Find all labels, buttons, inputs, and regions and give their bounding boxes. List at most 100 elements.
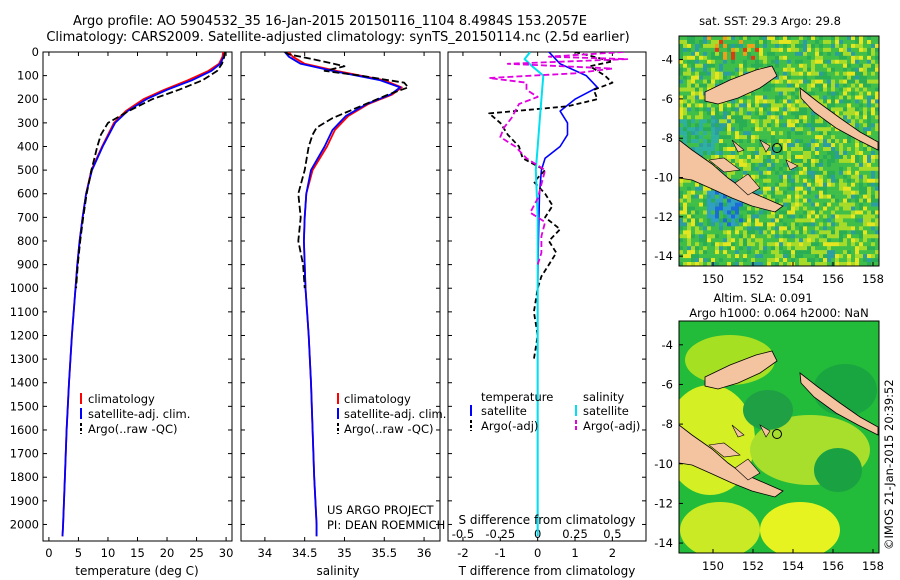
sst-cell bbox=[855, 47, 860, 53]
sst-cell bbox=[683, 258, 688, 263]
sst-cell bbox=[803, 170, 808, 176]
sst-cell bbox=[751, 59, 756, 65]
sst-cell bbox=[703, 123, 708, 128]
sst-cell bbox=[843, 250, 848, 255]
sst-cell bbox=[687, 238, 692, 243]
sst-cell bbox=[863, 123, 868, 128]
sst-cell bbox=[823, 158, 828, 164]
sst-cell bbox=[727, 115, 732, 120]
sst-cell bbox=[747, 242, 752, 247]
sst-cell bbox=[855, 190, 860, 195]
sst-cell bbox=[823, 154, 828, 160]
sst-cell bbox=[875, 127, 879, 132]
sst-cell bbox=[847, 95, 852, 100]
sst-cell bbox=[759, 226, 764, 231]
sst-cell bbox=[867, 43, 872, 49]
sst-cell bbox=[871, 71, 876, 76]
sst-cell bbox=[795, 178, 800, 184]
sst-cell bbox=[843, 254, 848, 259]
sst-cell bbox=[755, 226, 760, 231]
sst-cell bbox=[763, 99, 768, 104]
sst-cell bbox=[839, 254, 844, 259]
sst-cell bbox=[687, 262, 692, 266]
sst-cell bbox=[739, 238, 744, 243]
sst-cell bbox=[775, 230, 780, 235]
sst-cell bbox=[823, 218, 828, 223]
sst-cell bbox=[791, 63, 796, 69]
sst-cell bbox=[823, 63, 828, 69]
sst-cell bbox=[739, 170, 744, 176]
sst-cell bbox=[763, 59, 768, 65]
sst-cell bbox=[871, 234, 876, 239]
sst-cell bbox=[783, 67, 788, 72]
sst-cell bbox=[715, 75, 720, 80]
sst-cell bbox=[747, 115, 752, 120]
sst-cell bbox=[859, 79, 864, 84]
sst-cell bbox=[835, 238, 840, 243]
sst-cell bbox=[775, 234, 780, 239]
sst-cell bbox=[787, 47, 792, 53]
sst-cell bbox=[767, 135, 772, 140]
sst-cell bbox=[875, 103, 879, 108]
sst-cell bbox=[683, 99, 688, 104]
sst-cell bbox=[799, 139, 804, 144]
sst-cell bbox=[743, 119, 748, 124]
sst-cell bbox=[859, 214, 864, 219]
sst-cell bbox=[767, 95, 772, 100]
sst-cell bbox=[703, 135, 708, 140]
sst-cell bbox=[811, 206, 816, 211]
sst-cell bbox=[683, 71, 688, 76]
sst-cell bbox=[847, 190, 852, 195]
sst-cell bbox=[791, 119, 796, 124]
sst-cell bbox=[827, 258, 832, 263]
sst-cell bbox=[787, 95, 792, 100]
sst-cell bbox=[719, 198, 724, 203]
lon-tick-label: 150 bbox=[702, 559, 724, 573]
sst-cell bbox=[743, 59, 748, 65]
sst-cell bbox=[779, 71, 784, 76]
sst-cell bbox=[707, 250, 712, 255]
sst-cell bbox=[871, 127, 876, 132]
sst-cell bbox=[679, 91, 684, 96]
sst-cell bbox=[759, 51, 764, 57]
sst-cell bbox=[847, 198, 852, 203]
sst-cell bbox=[743, 218, 748, 223]
sst-cell bbox=[835, 83, 840, 88]
sst-cell bbox=[827, 123, 832, 128]
sst-cell bbox=[835, 182, 840, 187]
sst-cell bbox=[791, 123, 796, 128]
sst-cell bbox=[851, 194, 856, 199]
sst-cell bbox=[819, 36, 824, 41]
sst-cell bbox=[791, 95, 796, 100]
sst-cell bbox=[859, 103, 864, 108]
sst-cell bbox=[739, 143, 744, 148]
sst-cell bbox=[823, 194, 828, 199]
sst-cell bbox=[867, 67, 872, 72]
sst-cell bbox=[839, 218, 844, 223]
sst-cell bbox=[811, 154, 816, 160]
sst-cell bbox=[819, 131, 824, 136]
sst-cell bbox=[795, 123, 800, 128]
sst-cell bbox=[739, 59, 744, 65]
sst-cell bbox=[863, 202, 868, 207]
sst-cell bbox=[695, 43, 700, 49]
sst-cell bbox=[727, 151, 732, 156]
sla-map-panel: Altim. SLA: 0.091 Argo h1000: 0.064 h200… bbox=[654, 291, 884, 573]
sst-cell bbox=[807, 170, 812, 176]
sst-cell bbox=[759, 147, 764, 152]
sst-cell bbox=[767, 162, 772, 168]
sst-cell bbox=[835, 222, 840, 227]
sst-cell bbox=[819, 83, 824, 88]
sst-cell bbox=[691, 250, 696, 255]
sst-cell bbox=[691, 103, 696, 108]
sst-cell bbox=[755, 254, 760, 259]
sst-cell bbox=[759, 111, 764, 116]
sst-cell bbox=[755, 107, 760, 112]
sst-cell bbox=[779, 99, 784, 104]
sst-cell bbox=[851, 151, 856, 156]
sst-cell bbox=[711, 242, 716, 247]
sst-cell bbox=[759, 154, 764, 160]
sst-cell bbox=[683, 47, 688, 53]
sst-cell bbox=[803, 147, 808, 152]
legend-climatology: climatology bbox=[344, 392, 411, 406]
